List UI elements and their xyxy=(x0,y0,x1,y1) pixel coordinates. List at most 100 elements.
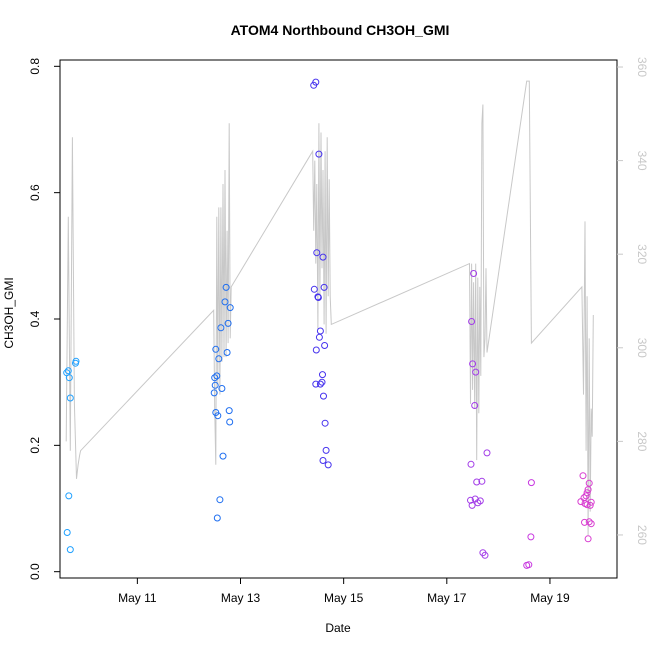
data-point-18 xyxy=(218,385,226,392)
x-tick-label-4: May 19 xyxy=(530,591,570,605)
data-point-50 xyxy=(324,461,332,469)
y2-tick-label-1: 280 xyxy=(635,431,649,451)
data-point-37 xyxy=(314,294,322,301)
data-point-54 xyxy=(472,368,480,376)
x-tick-label-0: May 11 xyxy=(118,591,157,605)
data-point-15 xyxy=(214,412,222,420)
data-point-1 xyxy=(64,367,72,375)
y2-tick-label-2: 300 xyxy=(635,338,649,358)
data-point-73 xyxy=(577,498,585,506)
data-point-85 xyxy=(584,535,592,543)
data-point-19 xyxy=(219,452,227,460)
data-point-68 xyxy=(525,561,533,569)
data-point-84 xyxy=(587,520,595,528)
data-point-8 xyxy=(72,357,80,365)
data-point-51 xyxy=(468,318,476,325)
data-point-46 xyxy=(320,392,327,400)
data-point-39 xyxy=(315,333,323,341)
data-point-31 xyxy=(315,150,323,158)
data-point-13 xyxy=(210,389,218,397)
data-point-70 xyxy=(527,479,535,487)
y2-tick-label-4: 340 xyxy=(635,151,649,171)
y2-tick-label-3: 320 xyxy=(635,244,649,264)
data-point-52 xyxy=(470,270,478,277)
data-point-20 xyxy=(216,496,224,504)
data-point-83 xyxy=(585,518,593,526)
x-axis: May 11 May 13 May 15 May 17 May 19 xyxy=(118,578,570,605)
x-tick-label-1: May 13 xyxy=(221,591,261,605)
data-point-40 xyxy=(312,346,320,354)
data-point-74 xyxy=(582,492,590,500)
data-point-41 xyxy=(321,342,329,349)
data-point-25 xyxy=(224,319,232,327)
data-point-82 xyxy=(581,518,588,526)
chart-title: ATOM4 Northbound CH3OH_GMI xyxy=(231,22,450,38)
y-tick-label-1: 0.2 xyxy=(28,437,42,454)
data-point-26 xyxy=(226,304,234,312)
data-point-55 xyxy=(471,402,479,409)
data-point-28 xyxy=(226,418,234,426)
data-point-60 xyxy=(468,501,476,509)
data-point-22 xyxy=(221,298,229,306)
y-axis-right: 260 280 300 320 340 360 xyxy=(617,57,649,545)
series-line xyxy=(65,80,594,536)
data-point-10 xyxy=(212,345,220,353)
points-group xyxy=(63,78,595,569)
data-point-33 xyxy=(319,253,327,261)
data-point-32 xyxy=(313,249,321,257)
data-point-56 xyxy=(467,460,475,468)
data-point-17 xyxy=(217,324,225,332)
y-axis-left: 0.0 0.2 0.4 0.6 0.8 xyxy=(28,58,60,580)
data-point-65 xyxy=(481,551,489,559)
data-point-47 xyxy=(321,419,329,427)
data-point-63 xyxy=(476,497,484,505)
y-tick-label-0: 0.0 xyxy=(28,563,42,580)
data-point-58 xyxy=(478,477,486,485)
data-point-34 xyxy=(310,285,318,293)
data-point-2 xyxy=(65,374,73,382)
data-point-30 xyxy=(312,78,320,86)
data-point-42 xyxy=(319,371,326,379)
x-tick-label-3: May 17 xyxy=(427,591,467,605)
x-tick-label-2: May 15 xyxy=(324,591,364,605)
data-point-11 xyxy=(213,372,221,380)
data-point-53 xyxy=(469,360,477,368)
data-point-66 xyxy=(483,449,491,457)
data-point-5 xyxy=(63,529,71,536)
data-point-27 xyxy=(225,407,233,415)
data-point-24 xyxy=(223,349,231,356)
data-point-43 xyxy=(312,380,320,388)
data-point-76 xyxy=(584,486,592,494)
y-tick-label-2: 0.4 xyxy=(28,310,42,327)
data-point-71 xyxy=(579,472,587,480)
y2-tick-label-5: 360 xyxy=(635,57,649,77)
y-tick-label-4: 0.8 xyxy=(28,58,42,75)
data-point-45 xyxy=(318,378,326,386)
data-point-44 xyxy=(316,380,324,388)
data-point-23 xyxy=(222,283,230,291)
data-point-3 xyxy=(66,394,74,402)
data-point-69 xyxy=(527,533,535,541)
plot-frame xyxy=(59,59,618,579)
data-point-6 xyxy=(66,546,74,554)
y-tick-label-3: 0.6 xyxy=(28,184,42,201)
data-point-49 xyxy=(319,457,327,464)
data-point-4 xyxy=(65,492,73,500)
data-point-16 xyxy=(215,355,223,363)
right-axis-series xyxy=(65,80,594,536)
data-point-21 xyxy=(213,514,221,522)
y2-tick-label-0: 260 xyxy=(635,525,649,545)
x-axis-label: Date xyxy=(325,621,351,635)
data-point-48 xyxy=(322,446,330,454)
data-point-77 xyxy=(585,479,593,487)
y-axis-label: CH3OH_GMI xyxy=(2,277,16,348)
data-point-57 xyxy=(473,478,481,486)
data-point-75 xyxy=(583,489,591,497)
data-point-81 xyxy=(587,498,595,506)
data-point-9 xyxy=(211,374,219,382)
data-point-38 xyxy=(316,327,324,335)
data-point-35 xyxy=(320,283,328,291)
data-point-12 xyxy=(211,381,219,389)
data-point-80 xyxy=(586,501,594,509)
